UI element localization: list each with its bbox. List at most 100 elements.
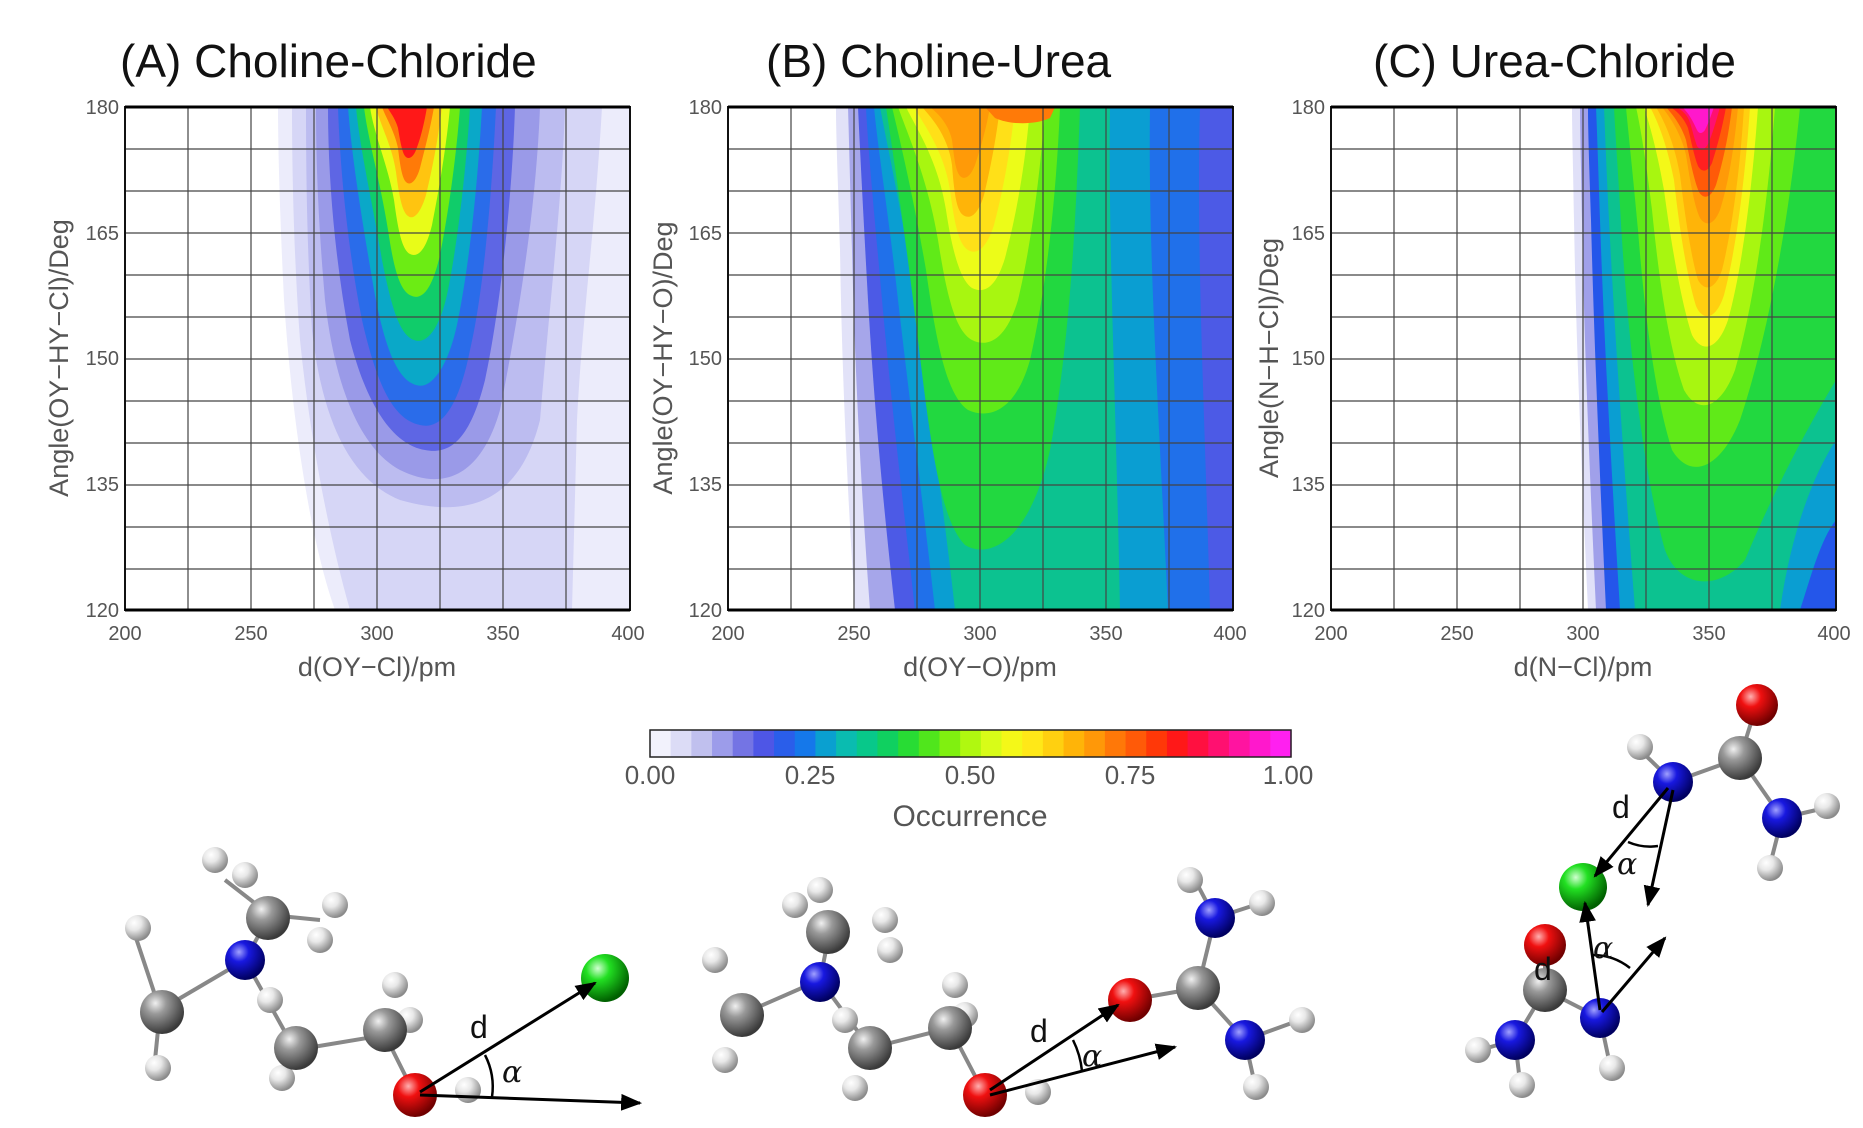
colorbar-segment <box>1084 730 1106 757</box>
colorbar-segment <box>1125 730 1147 757</box>
panel-c-ytick: 135 <box>1292 474 1325 496</box>
panel-c-x-ticks: 200 250 300 350 400 <box>1314 623 1850 645</box>
hydrogen-atom <box>832 1007 858 1033</box>
hydrogen-atom <box>1465 1037 1491 1063</box>
colorbar-segment <box>980 730 1003 757</box>
colorbar-segment <box>732 730 754 757</box>
panel-a-ytick: 150 <box>86 348 119 370</box>
angle-arrow <box>1600 936 1667 1013</box>
panel-b-ytick: 165 <box>689 223 722 245</box>
distance-label: d <box>1612 789 1630 825</box>
colorbar-segment <box>1063 730 1085 757</box>
angle-arc <box>1591 953 1631 969</box>
colorbar-segment <box>815 730 837 757</box>
colorbar-segment <box>1166 730 1189 757</box>
hydrogen-atom <box>782 892 808 918</box>
panel-c-ytick: 150 <box>1292 348 1325 370</box>
panel-c-xtick: 250 <box>1440 623 1473 645</box>
panel-c-y-ticks: 120 135 150 165 180 <box>1292 97 1325 622</box>
colorbar-tick: 1.00 <box>1263 760 1314 790</box>
distance-arrow <box>1579 900 1602 1011</box>
panel-b-ytick: 135 <box>689 474 722 496</box>
panel-c-grid <box>1331 107 1836 610</box>
panel-c-ytick: 120 <box>1292 600 1325 622</box>
angle-label: α <box>1593 931 1613 966</box>
carbon-atom <box>1176 966 1220 1010</box>
panel-b-x-ticks: 200 250 300 350 400 <box>711 623 1246 645</box>
nitrogen-atom <box>1762 798 1802 838</box>
panel-c-title: (C) Urea-Chloride <box>1373 35 1736 87</box>
panel-b-ytick: 180 <box>689 97 722 119</box>
panel-b-xtick: 400 <box>1213 623 1246 645</box>
panel-b-contour-14 <box>985 107 1055 124</box>
hydrogen-atom <box>877 937 903 963</box>
panel-a-xtick: 200 <box>108 623 141 645</box>
nitrogen-atom <box>1580 998 1620 1038</box>
panel-a-x-ticks: 200 250 300 350 400 <box>108 623 644 645</box>
carbon-atom <box>928 1006 972 1050</box>
panel-a-grid <box>125 107 630 610</box>
colorbar-tick: 0.00 <box>625 760 676 790</box>
panel-a-title: (A) Choline-Chloride <box>120 35 537 87</box>
distance-arrow <box>419 981 597 1094</box>
panel-a-xtick: 250 <box>234 623 267 645</box>
distance-label: d <box>1534 951 1552 987</box>
oxygen-atom <box>963 1073 1007 1117</box>
carbon-atom <box>720 993 764 1037</box>
molecule-c-bonds <box>1479 709 1826 1083</box>
hydrogen-atom <box>1627 734 1653 760</box>
panel-b-title: (B) Choline-Urea <box>766 35 1112 87</box>
carbon-atom <box>806 910 850 954</box>
hydrogen-atom <box>269 1065 295 1091</box>
hydrogen-atom <box>712 1047 738 1073</box>
panel-c: (C) Urea-Chloride 200 <box>1254 35 1851 682</box>
carbon-atom <box>140 990 184 1034</box>
hydrogen-atom <box>307 927 333 953</box>
angle-label: α <box>1082 1039 1102 1074</box>
distance-label: d <box>470 1009 488 1045</box>
nitrogen-atom <box>800 962 840 1002</box>
molecule-b: d α <box>702 867 1315 1117</box>
colorbar-tick: 0.50 <box>945 760 996 790</box>
colorbar-segment <box>856 730 879 757</box>
angle-label: α <box>502 1055 522 1090</box>
colorbar-segment <box>1001 730 1023 757</box>
colorbar-segment <box>650 730 672 757</box>
carbon-atom <box>1523 968 1567 1012</box>
panel-c-contour-16 <box>1682 107 1714 133</box>
hydrogen-atom <box>1243 1074 1269 1100</box>
panel-a-ytick: 120 <box>86 600 119 622</box>
colorbar-tick: 0.25 <box>785 760 836 790</box>
panel-b-xtick: 200 <box>711 623 744 645</box>
colorbar-segment <box>877 730 899 757</box>
panel-b-grid <box>728 107 1233 610</box>
colorbar-frame <box>649 729 1292 758</box>
angle-arc <box>483 1054 494 1098</box>
colorbar-segment <box>774 730 796 757</box>
nitrogen-atom <box>1495 1020 1535 1060</box>
panel-a-xlabel: d(OY−Cl)/pm <box>298 652 456 682</box>
angle-arrow <box>989 1043 1178 1097</box>
panel-a-xtick: 400 <box>611 623 644 645</box>
hydrogen-atom <box>1814 793 1840 819</box>
hydrogen-atom <box>942 972 968 998</box>
colorbar-segment <box>836 730 858 757</box>
carbon-atom <box>363 1008 407 1052</box>
panel-a-xtick: 300 <box>360 623 393 645</box>
hydrogen-atom <box>1757 855 1783 881</box>
panel-b-ytick: 150 <box>689 348 722 370</box>
hydrogen-atom <box>455 1077 481 1103</box>
molecule-a: d α <box>125 847 643 1117</box>
panel-b-xtick: 300 <box>963 623 996 645</box>
panel-c-xtick: 400 <box>1817 623 1850 645</box>
nitrogen-atom <box>225 940 265 980</box>
hydrogen-atom <box>322 892 348 918</box>
nitrogen-atom <box>1225 1020 1265 1060</box>
oxygen-atom <box>393 1073 437 1117</box>
hydrogen-atom <box>1599 1055 1625 1081</box>
hydrogen-atom <box>257 987 283 1013</box>
panel-b-ylabel: Angle(OY−HY−O)/Deg <box>648 221 678 494</box>
panel-a-ytick: 180 <box>86 97 119 119</box>
panel-c-xtick: 300 <box>1566 623 1599 645</box>
